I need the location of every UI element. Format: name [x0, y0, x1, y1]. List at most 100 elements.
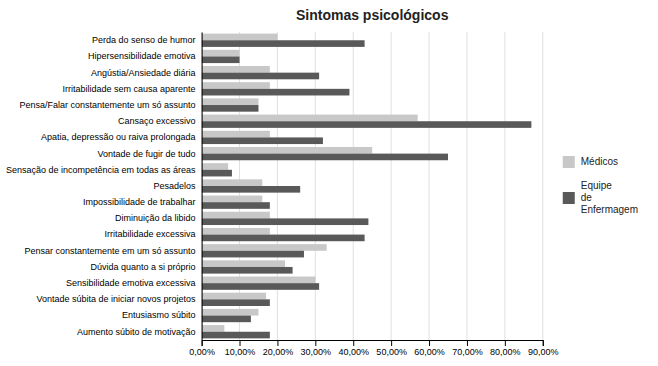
bar	[202, 228, 270, 235]
tick: 30,00%	[301, 340, 332, 357]
axis-line	[202, 341, 543, 347]
plot-area: 0,00% 10,00% 20,00% 30,00% 40,00% 50,00% 60,00…	[6, 32, 559, 357]
bar	[202, 235, 365, 242]
bar	[202, 267, 293, 274]
legend-entry: EquipedeEnfermagem	[563, 180, 638, 215]
tick-mark	[467, 340, 468, 346]
tick-mark	[240, 340, 241, 346]
bar	[202, 202, 270, 209]
bar	[202, 154, 448, 161]
bar	[202, 332, 270, 339]
bar	[202, 121, 532, 128]
tick: 90,00%	[528, 340, 559, 357]
tick-mark	[543, 340, 544, 346]
tick: Entusiasmo súbito	[122, 310, 196, 320]
category-label: Aumento súbito de motivação	[77, 327, 196, 337]
bar	[202, 147, 373, 154]
grid	[202, 32, 543, 340]
legend: Médicos EquipedeEnfermagem	[563, 156, 638, 215]
tick: Dúvida quanto a si próprio	[91, 262, 196, 272]
bar	[202, 212, 270, 219]
bar	[202, 316, 251, 323]
legend-label-line: Enfermagem	[581, 204, 638, 215]
tick: Aumento súbito de motivação	[77, 327, 196, 337]
legend-label-line: Médicos	[581, 156, 618, 167]
tick-mark	[353, 340, 354, 346]
category-label: Entusiasmo súbito	[122, 310, 196, 320]
tick-label: 10,00%	[225, 347, 256, 357]
bar	[202, 56, 240, 63]
tick: Vontade súbita de iniciar novos projetos	[37, 294, 197, 304]
tick-mark	[202, 340, 203, 346]
bar	[202, 50, 240, 57]
tick-label: 30,00%	[301, 347, 332, 357]
bar	[202, 66, 270, 73]
tick: 80,00%	[490, 340, 521, 357]
category-label: Perda do senso de humor	[92, 35, 196, 45]
tick: Angústia/Ansiedade diária	[91, 68, 196, 78]
category-label: Angústia/Ansiedade diária	[91, 68, 196, 78]
tick-mark	[505, 340, 506, 346]
tick-label: 50,00%	[376, 347, 407, 357]
tick-mark	[391, 340, 392, 346]
grid-line	[542, 32, 543, 340]
grid-line	[201, 32, 202, 340]
bar	[202, 218, 369, 225]
bar	[202, 137, 323, 144]
category-label: Sensação de incompetência em todas as ár…	[6, 165, 196, 175]
bar	[202, 82, 270, 89]
tick-mark	[429, 340, 430, 346]
legend-label: Médicos	[581, 156, 618, 167]
bar	[202, 34, 278, 41]
chart-container: 0,00% 10,00% 20,00% 30,00% 40,00% 50,00% 60,00…	[0, 0, 658, 366]
bar-series	[202, 40, 532, 338]
tick-label: 60,00%	[414, 347, 445, 357]
tick: 0,00%	[189, 340, 215, 357]
bar	[202, 299, 270, 306]
bar-series	[202, 34, 418, 332]
category-label: Hipersensibilidade emotiva	[88, 51, 196, 61]
category-label: Cansaço excessivo	[118, 116, 196, 126]
tick: Pensar constantemente em um só assunto	[25, 246, 196, 256]
tick-label: 90,00%	[528, 347, 559, 357]
legend-swatch	[563, 192, 575, 204]
bar	[202, 244, 327, 251]
tick-label: 20,00%	[263, 347, 294, 357]
bar	[202, 163, 229, 170]
tick-mark	[277, 340, 278, 346]
bar	[202, 251, 304, 258]
x-axis: 0,00% 10,00% 20,00% 30,00% 40,00% 50,00% 60,00…	[189, 340, 558, 357]
tick: Apatia, depressão ou raiva prolongada	[41, 132, 196, 142]
tick: 60,00%	[414, 340, 445, 357]
tick: 10,00%	[225, 340, 256, 357]
bar	[202, 98, 259, 105]
tick-label: 70,00%	[452, 347, 483, 357]
bar	[202, 283, 319, 290]
category-label: Pensar constantemente em um só assunto	[25, 246, 196, 256]
bar	[202, 277, 316, 284]
bar	[202, 105, 259, 112]
tick: Perda do senso de humor	[92, 35, 196, 45]
category-label: Irritabilidade excessiva	[105, 229, 196, 239]
category-label: Sensibilidade emotiva excessiva	[66, 278, 196, 288]
category-label: Apatia, depressão ou raiva prolongada	[41, 132, 196, 142]
legend-label: EquipedeEnfermagem	[581, 180, 638, 215]
grid-line	[391, 32, 392, 340]
tick: Irritabilidade excessiva	[105, 229, 196, 239]
category-label: Irritabilidade sem causa aparente	[63, 84, 196, 94]
legend-label-line: Equipe	[581, 180, 613, 191]
tick-mark	[315, 340, 316, 346]
bar	[202, 89, 350, 96]
category-label: Pesadelos	[154, 181, 197, 191]
bar	[202, 196, 263, 203]
bar	[202, 40, 365, 47]
tick-label: 40,00%	[338, 347, 369, 357]
chart: 0,00% 10,00% 20,00% 30,00% 40,00% 50,00% 60,00…	[0, 0, 658, 366]
bar	[202, 260, 285, 267]
tick: 20,00%	[263, 340, 294, 357]
tick: Vontade de fugir de tudo	[98, 148, 196, 158]
category-label: Dúvida quanto a si próprio	[91, 262, 196, 272]
bar	[202, 293, 266, 300]
bar	[202, 170, 232, 177]
tick: Cansaço excessivo	[118, 116, 196, 126]
